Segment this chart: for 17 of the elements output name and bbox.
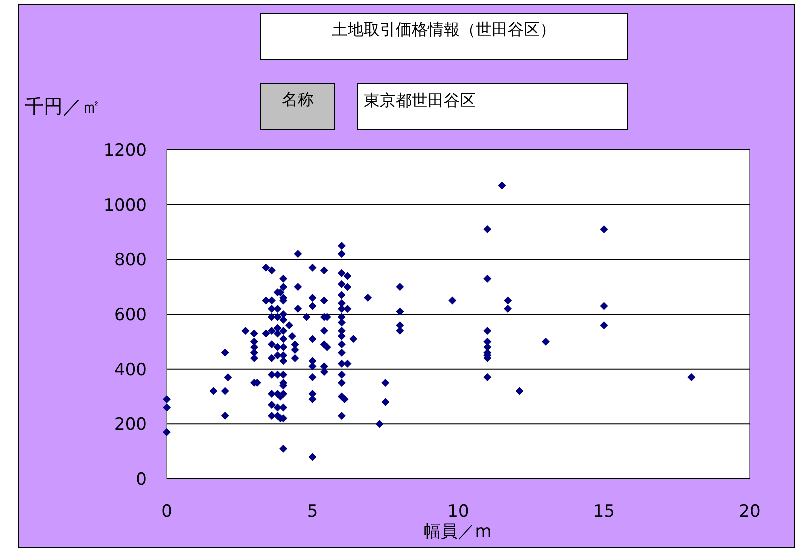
x-tick-label: 10	[448, 502, 470, 522]
text: 東京都世田谷区	[364, 91, 476, 110]
x-tick-label: 0	[162, 502, 172, 522]
y-tick-label: 200	[114, 415, 147, 436]
chart-title: 土地取引価格情報（世田谷区）	[332, 20, 556, 39]
y-tick-label: 0	[136, 470, 147, 490]
x-tick-label: 5	[307, 502, 318, 522]
y-axis-title: 千円／㎡	[25, 96, 101, 118]
y-tick-label: 600	[114, 306, 147, 326]
text: 名称	[282, 90, 314, 109]
y-tick-label: 800	[114, 250, 147, 271]
y-tick-label: 1200	[104, 141, 147, 161]
y-tick-label: 1000	[104, 196, 147, 216]
x-axis-title: 幅員／m	[424, 522, 492, 542]
x-tick-label: 20	[739, 502, 761, 522]
x-tick-label: 15	[593, 502, 616, 522]
y-tick-label: 400	[114, 360, 147, 380]
